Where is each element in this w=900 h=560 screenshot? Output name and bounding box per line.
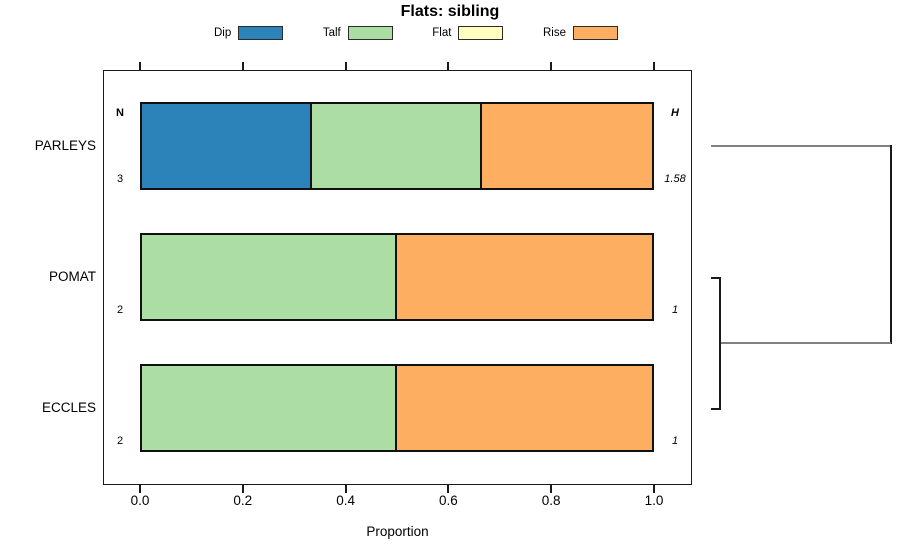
h-value: 1.58	[664, 173, 686, 185]
top-axis-tick	[447, 62, 450, 70]
top-axis-tick	[241, 62, 244, 70]
n-value: 2	[116, 304, 124, 316]
legend-item-label: Flat	[432, 27, 452, 39]
h-column-header: H	[671, 107, 679, 119]
x-tick-label: 0.6	[439, 493, 458, 508]
bar-segment-talf	[311, 104, 482, 188]
bar-segment-talf	[142, 235, 397, 319]
x-tick-label: 0.2	[233, 493, 253, 508]
bar-segment-talf	[142, 366, 397, 450]
plot-area	[103, 70, 692, 485]
legend-item-label: Rise	[542, 27, 566, 39]
legend-swatch-flat	[458, 26, 504, 40]
chart-title: Flats: sibling	[400, 3, 500, 20]
legend: Dip Talf Flat Rise	[214, 25, 618, 41]
legend-item: Flat	[432, 26, 504, 40]
top-axis-tick	[550, 62, 553, 70]
legend-swatch-talf	[347, 26, 393, 40]
bottom-axis-tick	[139, 485, 141, 493]
bottom-axis-tick	[550, 485, 553, 493]
legend-item: Rise	[543, 26, 618, 40]
dendrogram-cluster-lead-line	[721, 342, 891, 344]
legend-swatch-dip	[238, 26, 284, 40]
bar-segment-dip	[142, 104, 312, 188]
bottom-axis-tick	[241, 485, 244, 493]
stacked-bar	[140, 102, 654, 190]
dendrogram-cluster-bracket-tick-top	[711, 277, 720, 279]
x-tick-label: 0.8	[541, 493, 561, 508]
legend-item-label: Talf	[322, 27, 341, 39]
bar-segment-rise	[397, 366, 652, 450]
category-label: ECCLES	[41, 400, 96, 415]
top-axis-tick	[344, 62, 347, 70]
top-axis-tick	[653, 62, 655, 70]
bottom-axis-tick	[447, 485, 450, 493]
dendrogram-root-vertical-line	[890, 145, 892, 344]
h-value: 1	[671, 435, 679, 447]
category-label: POMAT	[49, 269, 96, 284]
stacked-bar	[140, 364, 654, 452]
top-axis-tick	[139, 62, 141, 70]
legend-item-label: Dip	[214, 27, 232, 39]
legend-item: Talf	[323, 26, 393, 40]
bottom-axis-tick	[344, 485, 347, 493]
dendrogram-parleys-lead-line	[711, 145, 892, 147]
stacked-bar	[140, 233, 654, 321]
n-value: 2	[116, 435, 124, 447]
dendrogram-cluster-bracket-vertical	[719, 277, 721, 410]
x-tick-label: 0.0	[130, 493, 150, 508]
n-column-header: N	[116, 107, 124, 119]
n-value: 3	[116, 173, 124, 185]
dendrogram-cluster-bracket-tick-bottom	[711, 408, 720, 410]
x-tick-label: 1.0	[644, 493, 664, 508]
legend-swatch-rise	[573, 26, 618, 40]
bar-segment-rise	[397, 235, 652, 319]
bar-segment-rise	[482, 104, 652, 188]
bottom-axis-tick	[653, 485, 655, 493]
x-axis-label: Proportion	[366, 524, 429, 539]
category-label: PARLEYS	[34, 138, 96, 153]
x-tick-label: 0.4	[336, 493, 355, 508]
legend-item: Dip	[214, 26, 284, 40]
h-value: 1	[671, 304, 679, 316]
